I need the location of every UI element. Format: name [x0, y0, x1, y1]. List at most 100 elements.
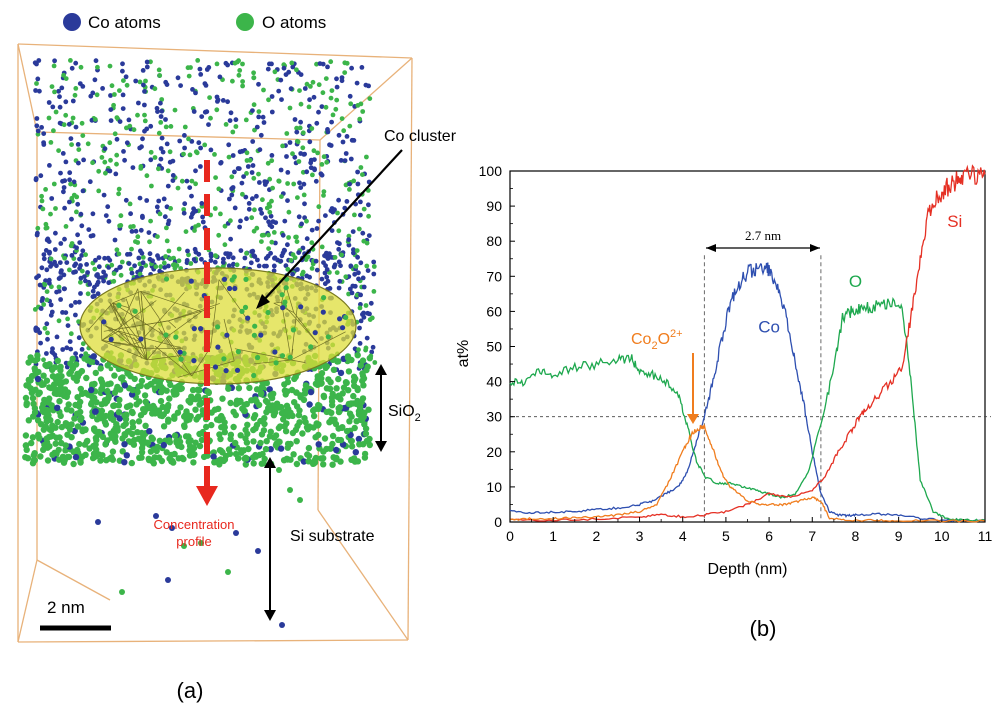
atom: [356, 347, 361, 352]
atom: [233, 401, 239, 407]
atom: [196, 223, 201, 228]
atom: [69, 331, 74, 336]
atom: [226, 142, 231, 147]
atom: [361, 414, 367, 420]
atom: [326, 279, 331, 284]
atom: [256, 115, 261, 120]
atom: [193, 168, 198, 173]
atom: [58, 105, 63, 110]
atom: [164, 125, 169, 130]
atom: [320, 455, 326, 461]
atom: [241, 174, 246, 179]
atom: [335, 240, 340, 245]
atom: [52, 182, 57, 187]
y-tick-label: 80: [486, 233, 502, 249]
atom: [198, 146, 203, 151]
atom: [266, 233, 271, 238]
atom: [55, 335, 60, 340]
atom: [358, 341, 363, 346]
atom: [119, 213, 124, 218]
atom: [315, 268, 320, 273]
atom: [350, 138, 355, 143]
atom: [50, 105, 55, 110]
atom: [298, 120, 303, 125]
atom: [247, 207, 252, 212]
atom: [84, 262, 89, 267]
atom: [36, 129, 41, 134]
atom: [81, 158, 86, 163]
atom: [47, 417, 53, 423]
atom: [50, 84, 55, 89]
y-tick-label: 0: [494, 514, 502, 530]
atom: [339, 253, 344, 258]
atom: [314, 382, 320, 388]
atom: [54, 110, 59, 115]
atom: [254, 226, 259, 231]
atom: [33, 88, 38, 93]
box-edge: [18, 44, 412, 58]
atom: [214, 107, 219, 112]
atom: [321, 90, 326, 95]
atom: [57, 285, 62, 290]
atom: [95, 92, 100, 97]
atom: [250, 196, 255, 201]
atom: [360, 172, 365, 177]
atom: [294, 67, 299, 72]
atom: [286, 70, 291, 75]
atom: [270, 94, 275, 99]
atom: [333, 385, 339, 391]
atom: [34, 176, 39, 181]
x-axis-label: Depth (nm): [707, 561, 787, 578]
atom: [244, 439, 250, 445]
atom: [363, 348, 368, 353]
atom: [107, 380, 113, 386]
atom: [343, 315, 348, 320]
atom: [177, 139, 182, 144]
atom: [30, 413, 36, 419]
atom: [71, 116, 76, 121]
atom: [226, 446, 232, 452]
atom: [45, 457, 51, 463]
atom: [92, 267, 97, 272]
atom: [282, 423, 288, 429]
atom: [53, 247, 58, 252]
atom: [139, 228, 144, 233]
atom: [111, 435, 117, 441]
atom: [45, 399, 51, 405]
atom: [100, 155, 105, 160]
atom: [186, 137, 191, 142]
atom: [294, 130, 299, 135]
atom: [108, 158, 113, 163]
atom: [80, 133, 85, 138]
atom: [62, 256, 67, 261]
atom: [312, 95, 317, 100]
atom: [285, 441, 291, 447]
atom: [34, 123, 39, 128]
atom: [61, 73, 66, 78]
co-cluster-pointer: [262, 150, 402, 302]
atom: [35, 327, 40, 332]
atom: [260, 233, 265, 238]
atom: [192, 109, 197, 114]
atom: [355, 103, 360, 108]
atom: [142, 113, 147, 118]
atom: [117, 187, 122, 192]
atom: [118, 223, 123, 228]
atom: [147, 381, 153, 387]
atom: [357, 117, 362, 122]
atom: [284, 403, 290, 409]
atom: [347, 124, 352, 129]
atom: [29, 373, 35, 379]
atom: [134, 229, 139, 234]
atom: [161, 442, 167, 448]
atom: [136, 418, 142, 424]
co2o-peak-label: Co2O2+: [631, 328, 683, 352]
atom: [307, 139, 312, 144]
atom: [326, 334, 331, 339]
atom: [95, 519, 101, 525]
atom: [132, 376, 138, 382]
sio2-arrowhead-top: [375, 364, 387, 375]
atom: [281, 251, 286, 256]
y-tick-label: 70: [486, 268, 502, 284]
atom: [45, 331, 50, 336]
